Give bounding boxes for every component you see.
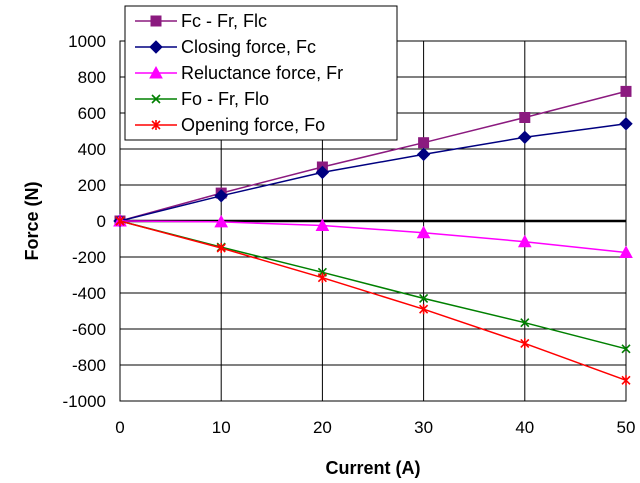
series-line: [119, 220, 627, 382]
legend-marker: [151, 120, 161, 130]
legend-label: Closing force, Fc: [181, 37, 316, 57]
legend-item: Reluctance force, Fr: [135, 63, 343, 83]
x-tick-label: 40: [515, 418, 534, 437]
data-point: [416, 225, 431, 239]
legend-item: Fo - Fr, Flo: [135, 89, 269, 109]
series-layer: [113, 85, 633, 386]
y-tick-label: 800: [78, 68, 106, 87]
data-point: [214, 189, 228, 203]
y-tick-label: 0: [97, 212, 106, 231]
y-tick-label: -600: [72, 320, 106, 339]
y-axis-title: Force (N): [22, 181, 42, 260]
legend-label: Reluctance force, Fr: [181, 63, 343, 83]
data-point: [216, 243, 226, 253]
data-point: [418, 137, 430, 149]
x-tick-label: 30: [414, 418, 433, 437]
series-line: [119, 220, 627, 254]
series-line: [119, 123, 627, 222]
legend-marker: [149, 40, 163, 54]
data-point: [416, 147, 431, 162]
legend-marker: [149, 65, 163, 79]
y-tick-label: -1000: [63, 392, 106, 411]
x-tick-label: 20: [313, 418, 332, 437]
legend-label: Fc - Fr, Flc: [181, 11, 267, 31]
y-tick-label: -400: [72, 284, 106, 303]
data-point: [315, 165, 330, 180]
y-tick-label: 600: [78, 104, 106, 123]
data-point: [520, 318, 530, 328]
x-axis-title: Current (A): [326, 458, 421, 478]
data-point: [317, 272, 327, 283]
data-point: [619, 245, 633, 258]
data-point: [518, 130, 532, 145]
y-tick-label: 400: [78, 140, 106, 159]
y-tick-label: -800: [72, 356, 106, 375]
data-point: [419, 304, 429, 315]
legend-marker: [151, 94, 161, 104]
x-tick-label: 50: [617, 418, 636, 437]
series-5: [115, 216, 631, 386]
x-tick-label: 0: [115, 418, 124, 437]
data-point: [419, 293, 429, 303]
y-tick-label: 200: [78, 176, 106, 195]
data-point: [115, 216, 125, 226]
series-line: [119, 90, 627, 222]
x-tick-label: 10: [212, 418, 231, 437]
legend: Fc - Fr, Flc Closing force, Fc Reluctance …: [124, 5, 398, 141]
data-point: [214, 214, 229, 228]
data-point: [315, 218, 330, 231]
legend-marker: [150, 15, 162, 27]
tick-labels: 1000 800 600 400 200 0 -200 -400 -600 -800 -1000 0 1…: [63, 32, 636, 437]
data-point: [620, 85, 632, 97]
legend-item: Opening force, Fo: [135, 115, 325, 135]
legend-item: Fc - Fr, Flc: [135, 11, 267, 31]
data-point: [517, 234, 532, 248]
data-point: [619, 117, 633, 131]
data-point: [519, 112, 531, 123]
legend-label: Fo - Fr, Flo: [181, 89, 269, 109]
legend-item: Closing force, Fc: [135, 37, 316, 57]
data-point: [520, 338, 530, 349]
y-tick-label: 1000: [68, 32, 106, 51]
legend-label: Opening force, Fo: [181, 115, 325, 135]
data-point: [621, 344, 631, 354]
y-tick-label: -200: [72, 248, 106, 267]
data-point: [621, 375, 631, 386]
